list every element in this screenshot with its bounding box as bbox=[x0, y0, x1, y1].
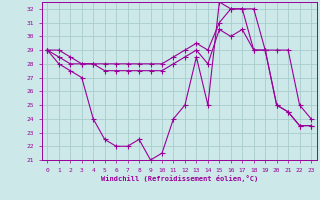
X-axis label: Windchill (Refroidissement éolien,°C): Windchill (Refroidissement éolien,°C) bbox=[100, 175, 258, 182]
